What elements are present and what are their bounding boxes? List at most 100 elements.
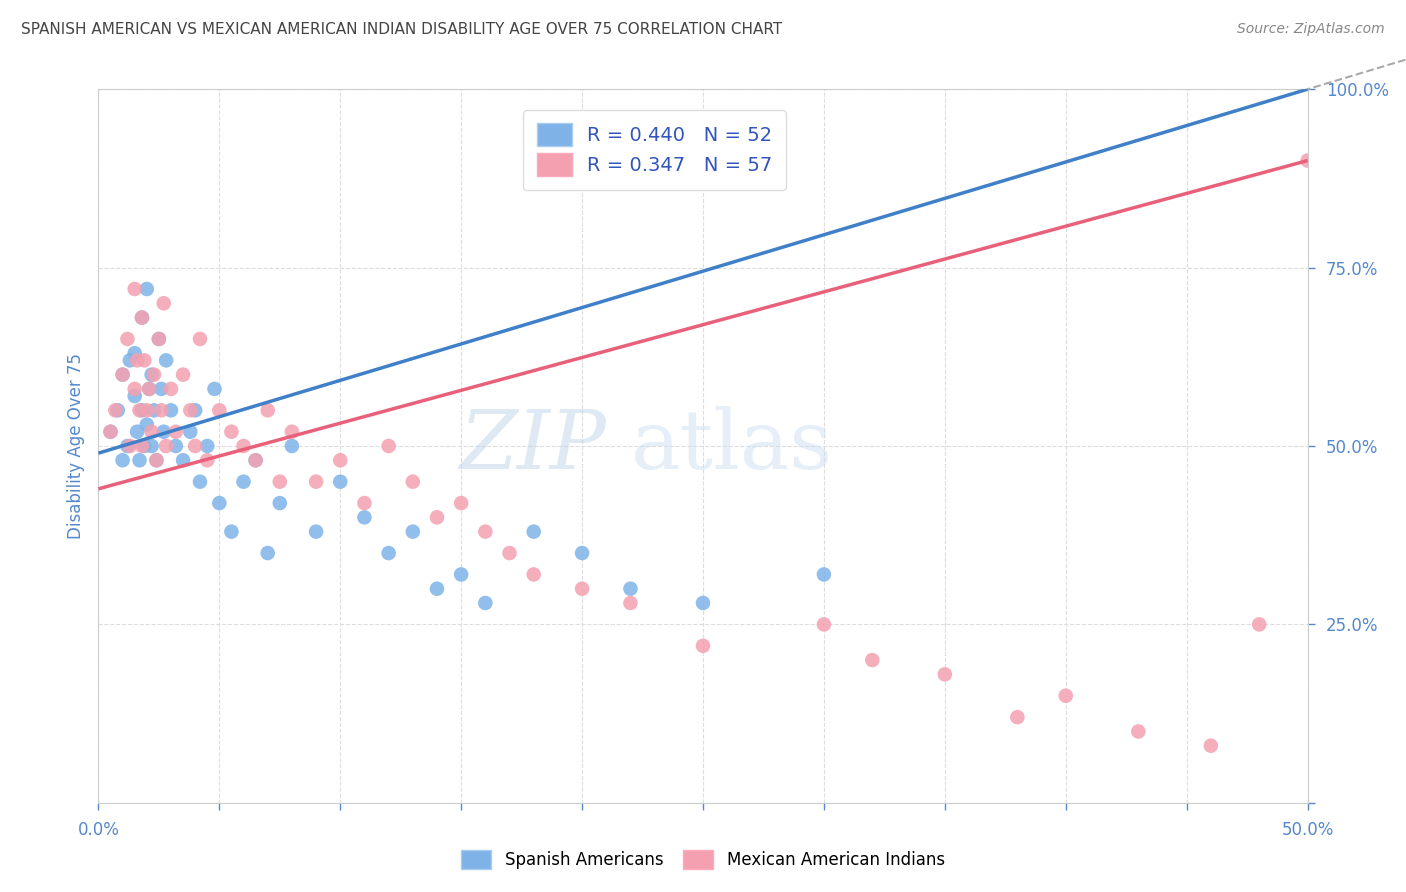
Point xyxy=(619,596,641,610)
Point xyxy=(143,403,166,417)
Point xyxy=(1007,710,1029,724)
Point xyxy=(195,439,218,453)
Point xyxy=(329,453,352,467)
Y-axis label: Disability Age Over 75: Disability Age Over 75 xyxy=(66,353,84,539)
Point xyxy=(571,546,593,560)
Point xyxy=(111,453,134,467)
Point xyxy=(353,510,375,524)
Point xyxy=(145,453,167,467)
Point xyxy=(107,403,129,417)
Point xyxy=(523,524,546,539)
Point xyxy=(474,596,496,610)
Point xyxy=(131,403,153,417)
Point xyxy=(245,453,267,467)
Point xyxy=(131,439,153,453)
Point xyxy=(208,403,231,417)
Point xyxy=(692,639,714,653)
Point xyxy=(813,567,835,582)
Point xyxy=(402,524,425,539)
Point xyxy=(1128,724,1150,739)
Point xyxy=(127,353,149,368)
Point xyxy=(131,310,153,325)
Point xyxy=(155,439,177,453)
Text: ZIP: ZIP xyxy=(460,406,606,486)
Point xyxy=(141,368,163,382)
Point xyxy=(148,332,170,346)
Point xyxy=(141,425,163,439)
Point xyxy=(128,453,150,467)
Point xyxy=(111,368,134,382)
Point xyxy=(138,382,160,396)
Point xyxy=(474,524,496,539)
Point xyxy=(353,496,375,510)
Point xyxy=(245,453,267,467)
Point xyxy=(221,524,243,539)
Point xyxy=(256,403,278,417)
Point xyxy=(165,439,187,453)
Point xyxy=(204,382,226,396)
Point xyxy=(402,475,425,489)
Point xyxy=(100,425,122,439)
Point xyxy=(692,596,714,610)
Point xyxy=(143,368,166,382)
Point xyxy=(124,282,146,296)
Point xyxy=(172,453,194,467)
Point xyxy=(165,425,187,439)
Point xyxy=(135,417,157,432)
Point xyxy=(124,346,146,360)
Point xyxy=(184,439,207,453)
Point xyxy=(450,567,472,582)
Text: SPANISH AMERICAN VS MEXICAN AMERICAN INDIAN DISABILITY AGE OVER 75 CORRELATION C: SPANISH AMERICAN VS MEXICAN AMERICAN IND… xyxy=(21,22,782,37)
Point xyxy=(179,403,201,417)
Point xyxy=(150,403,173,417)
Point xyxy=(813,617,835,632)
Point xyxy=(131,310,153,325)
Point xyxy=(1249,617,1271,632)
Point xyxy=(860,653,883,667)
Point xyxy=(232,475,254,489)
Text: Source: ZipAtlas.com: Source: ZipAtlas.com xyxy=(1237,22,1385,37)
Point xyxy=(450,496,472,510)
Point xyxy=(195,453,218,467)
Point xyxy=(160,382,183,396)
Point xyxy=(934,667,956,681)
Point xyxy=(188,475,211,489)
Legend: Spanish Americans, Mexican American Indians: Spanish Americans, Mexican American Indi… xyxy=(451,840,955,880)
Point xyxy=(281,439,304,453)
Point xyxy=(135,282,157,296)
Point xyxy=(104,403,127,417)
Point xyxy=(150,382,173,396)
Point xyxy=(1199,739,1222,753)
Point xyxy=(377,439,399,453)
Point xyxy=(281,425,304,439)
Point xyxy=(377,546,399,560)
Point xyxy=(152,425,174,439)
Point xyxy=(124,389,146,403)
Point xyxy=(256,546,278,560)
Point xyxy=(134,353,156,368)
Point xyxy=(148,332,170,346)
Point xyxy=(269,496,291,510)
Point xyxy=(100,425,122,439)
Point xyxy=(498,546,520,560)
Point xyxy=(1296,153,1319,168)
Point xyxy=(305,475,328,489)
Point xyxy=(134,439,156,453)
Point xyxy=(128,403,150,417)
Point xyxy=(426,510,449,524)
Point xyxy=(155,353,177,368)
Point xyxy=(124,382,146,396)
Point xyxy=(426,582,449,596)
Point xyxy=(329,475,352,489)
Point xyxy=(118,353,141,368)
Point xyxy=(619,582,641,596)
Point xyxy=(160,403,183,417)
Point xyxy=(305,524,328,539)
Point xyxy=(117,332,139,346)
Point xyxy=(135,403,157,417)
Point xyxy=(188,332,211,346)
Legend: R = 0.440   N = 52, R = 0.347   N = 57: R = 0.440 N = 52, R = 0.347 N = 57 xyxy=(523,110,786,189)
Point xyxy=(138,382,160,396)
Point xyxy=(571,582,593,596)
Point xyxy=(145,453,167,467)
